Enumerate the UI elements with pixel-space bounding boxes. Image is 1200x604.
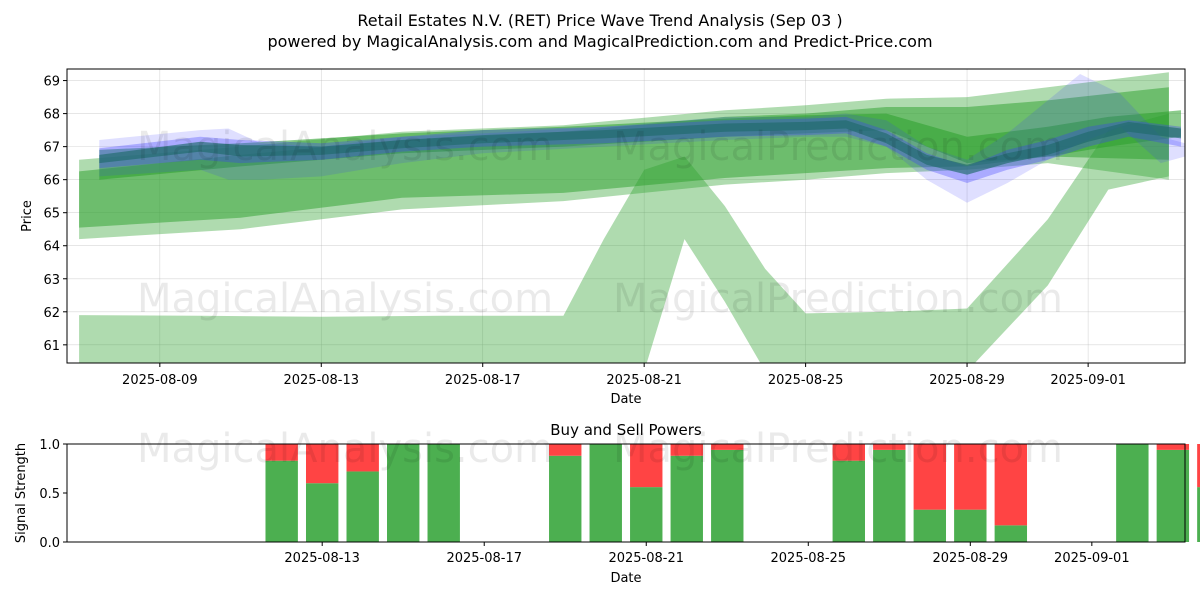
buy-bar xyxy=(1156,449,1190,542)
price-y-tick-label: 65 xyxy=(43,207,60,222)
buy-bar xyxy=(346,471,379,542)
buy-bar xyxy=(832,460,865,542)
price-y-tick-label: 63 xyxy=(43,273,60,288)
sell-bar xyxy=(711,444,744,450)
buy-bar xyxy=(1197,487,1200,542)
price-plot: MagicalAnalysis.com MagicalPrediction.co… xyxy=(20,68,1186,407)
price-x-tick-label: 2025-08-29 xyxy=(929,373,1005,388)
price-x-ticks: 2025-08-09 2025-08-13 2025-08-17 2025-08-21… xyxy=(122,363,1126,388)
power-title: Buy and Sell Powers xyxy=(550,421,702,439)
sell-bar xyxy=(994,444,1028,526)
power-x-tick-label: 2025-08-17 xyxy=(446,551,522,566)
price-watermarks: MagicalAnalysis.com MagicalPrediction.co… xyxy=(137,124,1063,322)
buy-bar xyxy=(873,449,906,542)
buy-bar xyxy=(549,455,582,542)
price-x-tick-label: 2025-09-01 xyxy=(1050,373,1126,388)
watermark-analysis-top: MagicalAnalysis.com xyxy=(137,124,553,170)
power-x-tick-label: 2025-08-25 xyxy=(771,551,847,566)
sell-bar xyxy=(265,444,298,461)
watermark-analysis-bottom: MagicalAnalysis.com xyxy=(137,426,553,472)
price-y-tick-label: 64 xyxy=(43,240,60,255)
power-y-label: Signal Strength xyxy=(14,443,29,543)
buy-bar xyxy=(1116,444,1149,542)
power-y-ticks: 0.0 0.5 1.0 xyxy=(39,438,67,551)
sell-bar xyxy=(832,444,865,461)
price-wave-outer xyxy=(99,74,1185,203)
buy-bar xyxy=(994,525,1028,542)
price-wave-core xyxy=(99,120,1181,175)
power-x-ticks: 2025-08-13 2025-08-17 2025-08-21 2025-08-25… xyxy=(284,542,1130,566)
watermark-prediction-top: MagicalPrediction.com xyxy=(613,124,1063,170)
price-x-tick-label: 2025-08-13 xyxy=(283,373,359,388)
price-x-tick-label: 2025-08-17 xyxy=(445,373,521,388)
power-y-tick-label: 0.5 xyxy=(39,487,60,502)
watermark-analysis-mid: MagicalAnalysis.com xyxy=(137,276,553,322)
price-y-label: Price xyxy=(20,200,35,232)
sell-bar xyxy=(954,444,987,510)
power-x-tick-label: 2025-08-21 xyxy=(608,551,684,566)
watermark-prediction-bottom: MagicalPrediction.com xyxy=(613,426,1063,472)
power-x-tick-label: 2025-08-13 xyxy=(284,551,360,566)
buy-bar xyxy=(711,449,744,542)
watermark-prediction-mid: MagicalPrediction.com xyxy=(613,276,1063,322)
price-y-ticks: 61 62 63 64 65 66 67 68 69 xyxy=(43,75,67,354)
sell-bar xyxy=(1156,444,1190,450)
sell-bar xyxy=(670,444,703,456)
power-x-label: Date xyxy=(610,571,641,586)
price-y-tick-label: 68 xyxy=(43,108,60,123)
power-y-tick-label: 0.0 xyxy=(39,536,60,551)
price-x-label: Date xyxy=(610,392,641,407)
power-watermarks: MagicalAnalysis.com MagicalPrediction.co… xyxy=(137,426,1063,472)
price-y-tick-label: 69 xyxy=(43,75,60,90)
chart-subtitle: powered by MagicalAnalysis.com and Magic… xyxy=(267,32,932,51)
power-bars xyxy=(265,444,1200,542)
buy-bar xyxy=(630,487,663,542)
chart-title: Retail Estates N.V. (RET) Price Wave Tre… xyxy=(357,11,842,30)
sell-bar xyxy=(913,444,947,510)
power-x-tick-label: 2025-08-29 xyxy=(933,551,1009,566)
buy-bar xyxy=(387,444,420,542)
lower-wave-band xyxy=(79,113,1169,363)
buy-bar xyxy=(305,483,339,542)
power-y-tick-label: 1.0 xyxy=(39,438,60,453)
inner-trend-band xyxy=(99,110,1181,180)
price-bands xyxy=(79,72,1185,363)
buy-bar xyxy=(670,455,703,542)
price-x-tick-label: 2025-08-25 xyxy=(768,373,844,388)
buy-bar xyxy=(265,460,298,542)
buy-bar xyxy=(954,509,987,542)
power-x-tick-label: 2025-09-01 xyxy=(1054,551,1130,566)
power-plot: Buy and Sell Powers MagicalAnalysis.com … xyxy=(14,421,1200,586)
price-y-tick-label: 66 xyxy=(43,174,60,189)
buy-bar xyxy=(589,444,622,542)
price-y-tick-label: 62 xyxy=(43,306,60,321)
sell-bar xyxy=(305,444,339,484)
buy-bar xyxy=(427,444,460,542)
price-y-tick-label: 61 xyxy=(43,339,60,354)
price-y-tick-label: 67 xyxy=(43,141,60,156)
price-plot-frame xyxy=(66,68,1186,364)
sell-bar xyxy=(346,444,379,472)
sell-bar xyxy=(549,444,582,456)
sell-bar xyxy=(630,444,663,488)
sell-bar xyxy=(1197,444,1200,488)
price-x-tick-label: 2025-08-21 xyxy=(606,373,682,388)
buy-bar xyxy=(913,509,947,542)
sell-bar xyxy=(873,444,906,450)
price-x-tick-label: 2025-08-09 xyxy=(122,373,198,388)
